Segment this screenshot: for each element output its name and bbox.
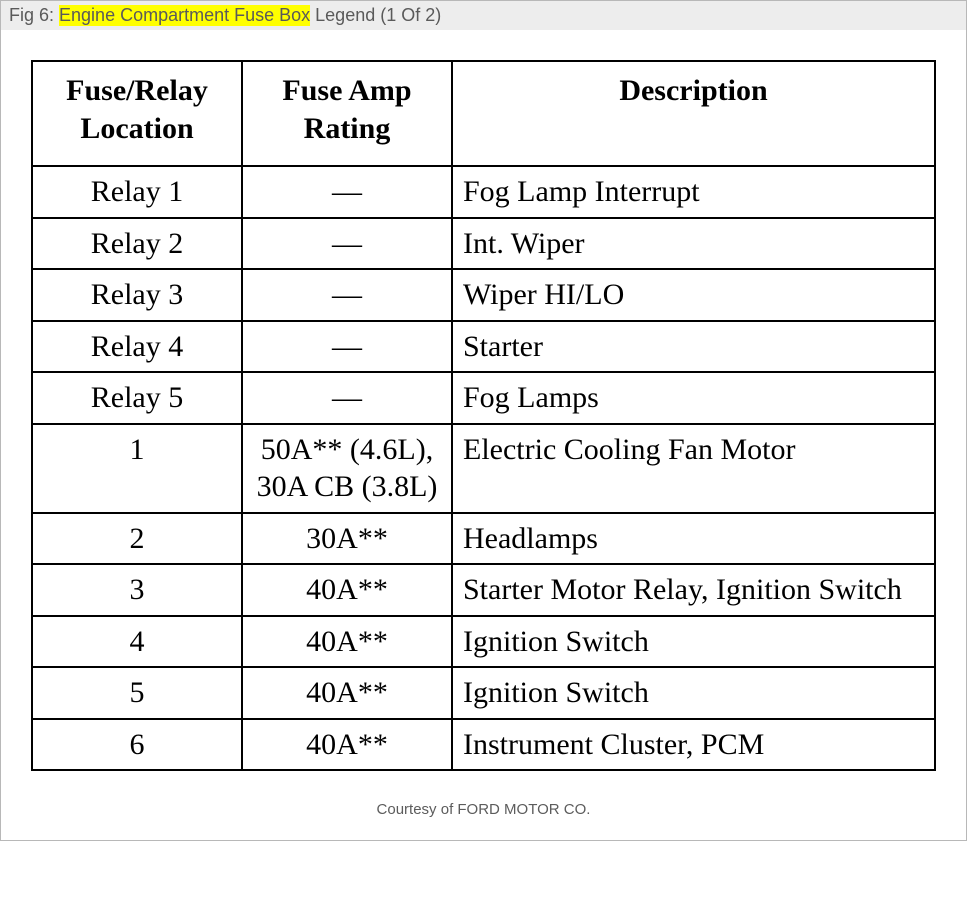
cell-description: Headlamps xyxy=(452,513,935,565)
cell-amp: 40A** xyxy=(242,616,452,668)
cell-location: 3 xyxy=(32,564,242,616)
cell-amp: — xyxy=(242,166,452,218)
cell-description: Ignition Switch xyxy=(452,667,935,719)
figure-title-bar: Fig 6: Engine Compartment Fuse Box Legen… xyxy=(1,1,966,30)
table-row: 5 40A** Ignition Switch xyxy=(32,667,935,719)
col-header-amp: Fuse Amp Rating xyxy=(242,61,452,166)
fuse-table: Fuse/Relay Location Fuse Amp Rating Desc… xyxy=(31,60,936,771)
cell-location: 2 xyxy=(32,513,242,565)
col-header-location: Fuse/Relay Location xyxy=(32,61,242,166)
cell-amp: — xyxy=(242,372,452,424)
table-row: Relay 1 — Fog Lamp Interrupt xyxy=(32,166,935,218)
cell-location: 6 xyxy=(32,719,242,771)
cell-description: Electric Cooling Fan Motor xyxy=(452,424,935,513)
cell-location: Relay 2 xyxy=(32,218,242,270)
table-row: Relay 5 — Fog Lamps xyxy=(32,372,935,424)
cell-description: Wiper HI/LO xyxy=(452,269,935,321)
table-row: Relay 3 — Wiper HI/LO xyxy=(32,269,935,321)
title-suffix: Legend (1 Of 2) xyxy=(310,5,441,26)
table-row: 4 40A** Ignition Switch xyxy=(32,616,935,668)
cell-description: Ignition Switch xyxy=(452,616,935,668)
page-container: Fig 6: Engine Compartment Fuse Box Legen… xyxy=(0,0,967,841)
cell-amp: 30A** xyxy=(242,513,452,565)
courtesy-text: Courtesy of FORD MOTOR CO. xyxy=(1,781,966,840)
table-header-row: Fuse/Relay Location Fuse Amp Rating Desc… xyxy=(32,61,935,166)
table-row: 6 40A** Instrument Cluster, PCM xyxy=(32,719,935,771)
cell-amp: 40A** xyxy=(242,719,452,771)
title-prefix: Fig 6: xyxy=(9,5,59,26)
cell-description: Instrument Cluster, PCM xyxy=(452,719,935,771)
cell-description: Fog Lamps xyxy=(452,372,935,424)
cell-location: 4 xyxy=(32,616,242,668)
cell-location: Relay 5 xyxy=(32,372,242,424)
cell-location: Relay 1 xyxy=(32,166,242,218)
cell-amp: — xyxy=(242,218,452,270)
cell-description: Fog Lamp Interrupt xyxy=(452,166,935,218)
table-row: 3 40A** Starter Motor Relay, Ignition Sw… xyxy=(32,564,935,616)
cell-amp: — xyxy=(242,269,452,321)
title-highlight: Engine Compartment Fuse Box xyxy=(59,5,310,26)
cell-amp: 40A** xyxy=(242,564,452,616)
table-row: Relay 4 — Starter xyxy=(32,321,935,373)
cell-location: 1 xyxy=(32,424,242,513)
table-wrap: Fuse/Relay Location Fuse Amp Rating Desc… xyxy=(1,30,966,781)
table-row: 2 30A** Headlamps xyxy=(32,513,935,565)
cell-description: Starter Motor Relay, Ignition Switch xyxy=(452,564,935,616)
cell-amp: 40A** xyxy=(242,667,452,719)
cell-location: Relay 4 xyxy=(32,321,242,373)
cell-amp: — xyxy=(242,321,452,373)
table-row: Relay 2 — Int. Wiper xyxy=(32,218,935,270)
cell-location: Relay 3 xyxy=(32,269,242,321)
table-body: Relay 1 — Fog Lamp Interrupt Relay 2 — I… xyxy=(32,166,935,770)
cell-description: Int. Wiper xyxy=(452,218,935,270)
cell-location: 5 xyxy=(32,667,242,719)
col-header-description: Description xyxy=(452,61,935,166)
cell-amp: 50A** (4.6L), 30A CB (3.8L) xyxy=(242,424,452,513)
table-row: 1 50A** (4.6L), 30A CB (3.8L) Electric C… xyxy=(32,424,935,513)
cell-description: Starter xyxy=(452,321,935,373)
